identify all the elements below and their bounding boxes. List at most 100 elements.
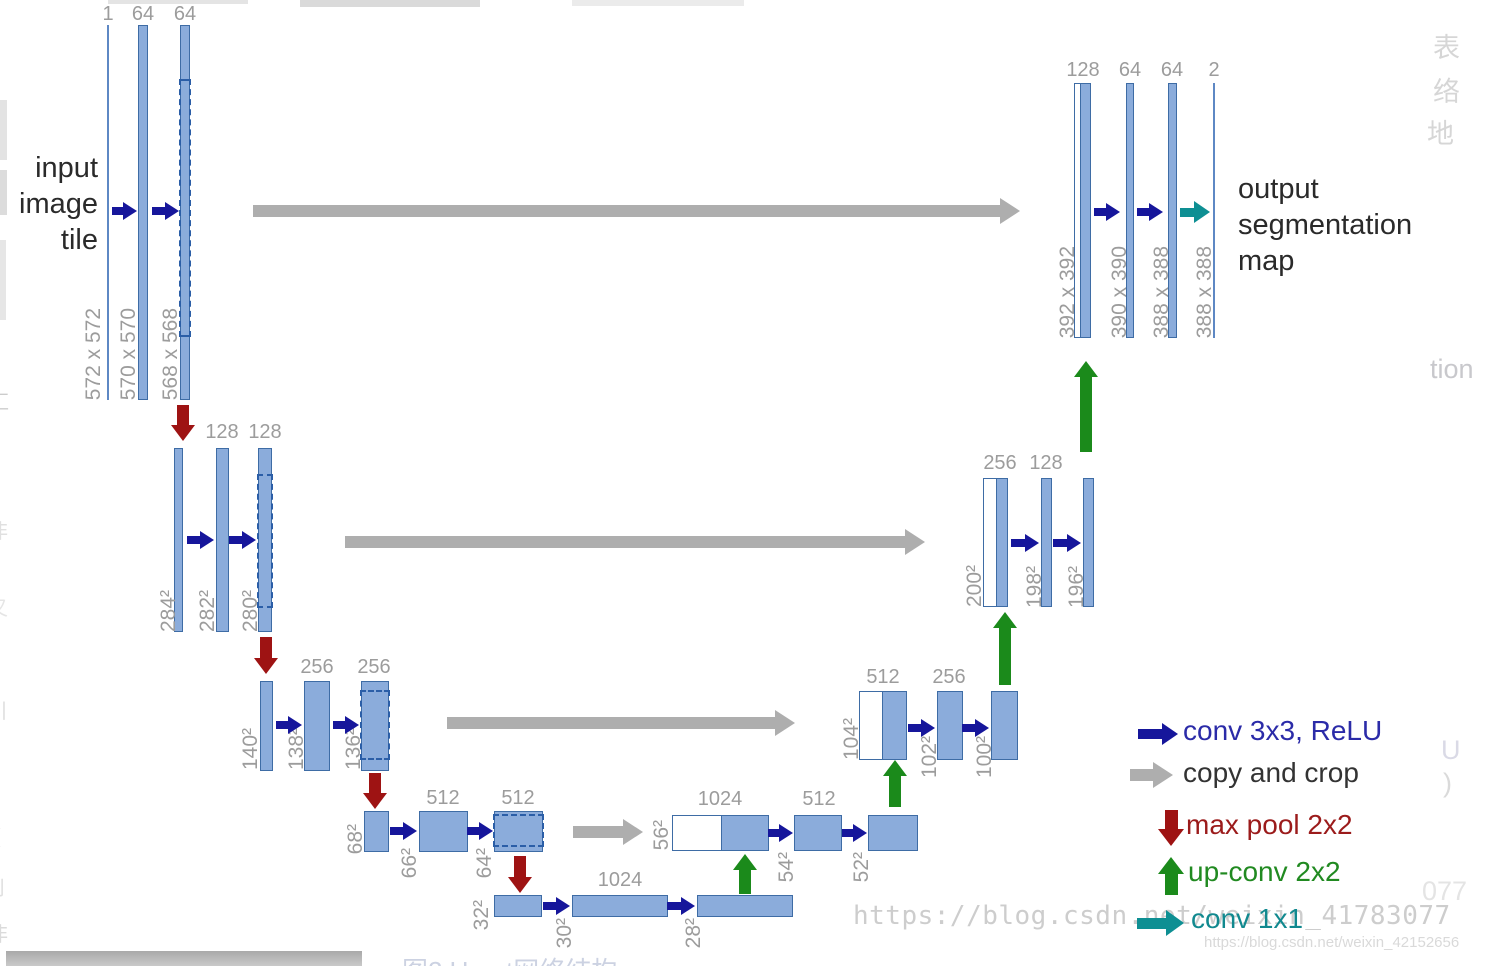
- channel-label: 512: [802, 788, 836, 810]
- size-label: 54²: [775, 851, 798, 882]
- feature-map-bar: [494, 895, 542, 917]
- size-label: 284²: [157, 589, 180, 632]
- channel-label: 64: [1118, 59, 1142, 81]
- ghost-text-num: 077: [1422, 876, 1468, 906]
- input-label-line: input: [35, 152, 98, 184]
- conv3x3-arrow: [390, 822, 417, 840]
- legend-upconv-arrow: [1158, 857, 1184, 895]
- channel-label: 256: [932, 666, 966, 688]
- background-remnant: [0, 170, 7, 215]
- clipped-glyph-fragment: 又: [0, 592, 8, 621]
- size-label: 56²: [650, 819, 673, 850]
- upconv-arrow: [1074, 361, 1098, 452]
- bottom-left-gray-bar: [6, 951, 362, 966]
- output-label-line: segmentation: [1238, 209, 1413, 241]
- feature-map-bar: [216, 448, 229, 632]
- crop-outline: [257, 474, 273, 608]
- conv3x3-arrow: [962, 719, 989, 737]
- copy-and-crop-arrow: [573, 819, 643, 845]
- legend-conv3x3-label: conv 3x3, ReLU: [1183, 715, 1383, 746]
- size-label: 104²: [840, 717, 863, 760]
- size-label: 32²: [470, 899, 493, 930]
- output-label-line: output: [1238, 173, 1319, 205]
- background-remnant: [108, 0, 248, 4]
- upconv-arrow: [733, 854, 757, 894]
- feature-map-bar-copied: [360, 681, 390, 771]
- channel-label: 512: [426, 787, 460, 809]
- input-label-line: tile: [60, 224, 98, 256]
- feature-map-bar: [304, 681, 330, 771]
- output-label-line: map: [1238, 245, 1295, 277]
- conv3x3-arrow: [768, 824, 793, 842]
- ghost-text-tion: tion: [1430, 354, 1474, 384]
- feature-map-bar-copied: [257, 448, 273, 632]
- crop-outline: [179, 79, 191, 337]
- ghost-char: 表: [1433, 33, 1460, 63]
- clipped-glyph-fragment: 扌: [0, 778, 8, 807]
- ghost-char: 络: [1433, 77, 1460, 107]
- clipped-glyph-fragment: 匚: [0, 386, 10, 415]
- clipped-glyph-fragment: 亅: [0, 878, 12, 900]
- feature-map-bar-concat: [672, 815, 769, 851]
- size-label: 568 x 568: [159, 307, 182, 400]
- feature-map-bar: [260, 681, 273, 771]
- channel-label: 256: [357, 656, 391, 678]
- conv3x3-arrow: [276, 716, 302, 734]
- size-label: 570 x 570: [117, 307, 140, 400]
- channel-label: 512: [866, 666, 900, 688]
- feature-map-bar-concat: [983, 478, 1008, 607]
- feature-map-bar-copied: [493, 811, 544, 852]
- feature-map-bar: [572, 895, 668, 917]
- copy-and-crop-arrow: [447, 710, 795, 736]
- feature-map-bar: [868, 815, 918, 851]
- channel-label: 128: [205, 421, 239, 443]
- channel-label: 1024: [597, 869, 643, 891]
- crop-outline: [493, 814, 544, 847]
- copy-and-crop-arrow: [345, 529, 925, 555]
- conv3x3-arrow: [543, 897, 570, 915]
- size-label: 30²: [553, 917, 576, 948]
- background-remnant: [572, 0, 744, 6]
- size-label: 388 x 388: [1193, 245, 1216, 338]
- feature-map-bar-concat: [1074, 83, 1091, 338]
- maxpool-arrow: [508, 856, 532, 893]
- maxpool-arrow: [171, 405, 195, 441]
- feature-map-bar: [1041, 478, 1052, 607]
- maxpool-arrow: [254, 637, 278, 674]
- channel-label: 2: [1208, 59, 1220, 81]
- channel-label: 128: [248, 421, 282, 443]
- input-image-tile-label: input image tile: [5, 150, 98, 258]
- conv3x3-arrow: [1094, 203, 1120, 221]
- feature-map-bar: [1083, 478, 1094, 607]
- upconv-arrow: [883, 760, 907, 807]
- size-label: 64²: [473, 847, 496, 878]
- size-label: 66²: [398, 847, 421, 878]
- channel-label: 512: [501, 787, 535, 809]
- channel-label: 256: [983, 452, 1017, 474]
- feature-map-bar: [174, 448, 183, 632]
- conv3x3-arrow: [112, 202, 137, 220]
- feature-map-bar: [138, 25, 148, 400]
- size-label: 390 x 390: [1108, 245, 1131, 338]
- ghost-text-lu: U: [1441, 735, 1461, 765]
- clipped-glyph-fragment: (: [0, 826, 1, 849]
- legend-maxpool-arrow: [1158, 810, 1184, 846]
- feature-map-bar: [794, 815, 842, 851]
- conv3x3-arrow: [1053, 534, 1081, 552]
- size-label: 138²: [285, 727, 308, 770]
- size-label: 572 x 572: [82, 307, 105, 400]
- conv3x3-arrow: [187, 531, 214, 549]
- feature-map-bar: [364, 811, 389, 852]
- ghost-text-paren: ): [1443, 768, 1452, 798]
- conv3x3-arrow: [842, 824, 867, 842]
- size-label: 280²: [239, 589, 262, 632]
- conv3x3-arrow: [667, 897, 695, 915]
- size-label: 100²: [973, 735, 996, 778]
- size-label: 198²: [1023, 565, 1046, 608]
- size-label: 136²: [342, 727, 365, 770]
- feature-map-bar: [1168, 83, 1177, 338]
- conv3x3-arrow: [908, 719, 935, 737]
- maxpool-arrow: [363, 773, 387, 809]
- feature-map-bar-copied: [179, 25, 191, 400]
